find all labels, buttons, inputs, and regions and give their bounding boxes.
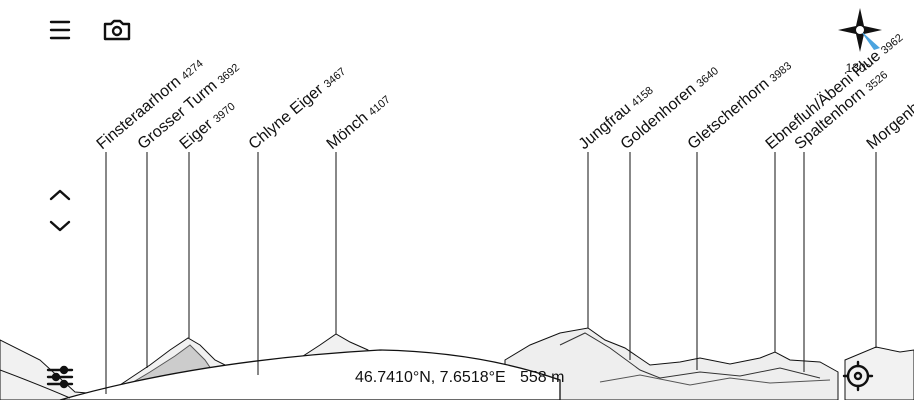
locate-button[interactable]: [842, 360, 874, 392]
peak-name: Chlyne Eiger: [246, 81, 328, 153]
peak-elevation: 4274: [179, 58, 205, 83]
compass[interactable]: 130°: [838, 8, 882, 75]
peak-elevation: 3640: [694, 65, 720, 90]
terrain: [0, 327, 914, 400]
peak-elevation: 4107: [366, 94, 392, 119]
peak-elevation: 3983: [768, 60, 794, 85]
peak-elevation: 4158: [629, 84, 655, 109]
peak-name: Mönch: [324, 109, 372, 153]
peak-label: Mönch 4107: [324, 91, 394, 153]
compass-heading: 130°: [846, 61, 871, 75]
peak-elevation: 3692: [216, 62, 242, 87]
peak-elevation: 3962: [879, 32, 905, 57]
peak-elevation: 3970: [211, 100, 237, 125]
tilt-up-button[interactable]: [49, 189, 71, 201]
camera-button[interactable]: [103, 19, 131, 41]
altitude: 558 m: [520, 369, 564, 386]
tilt-down-button[interactable]: [49, 220, 71, 232]
coordinates: 46.7410°N, 7.6518°E: [355, 369, 506, 386]
settings-button[interactable]: [46, 365, 74, 389]
menu-button[interactable]: [49, 20, 71, 40]
peak-elevation: 3467: [322, 66, 348, 91]
